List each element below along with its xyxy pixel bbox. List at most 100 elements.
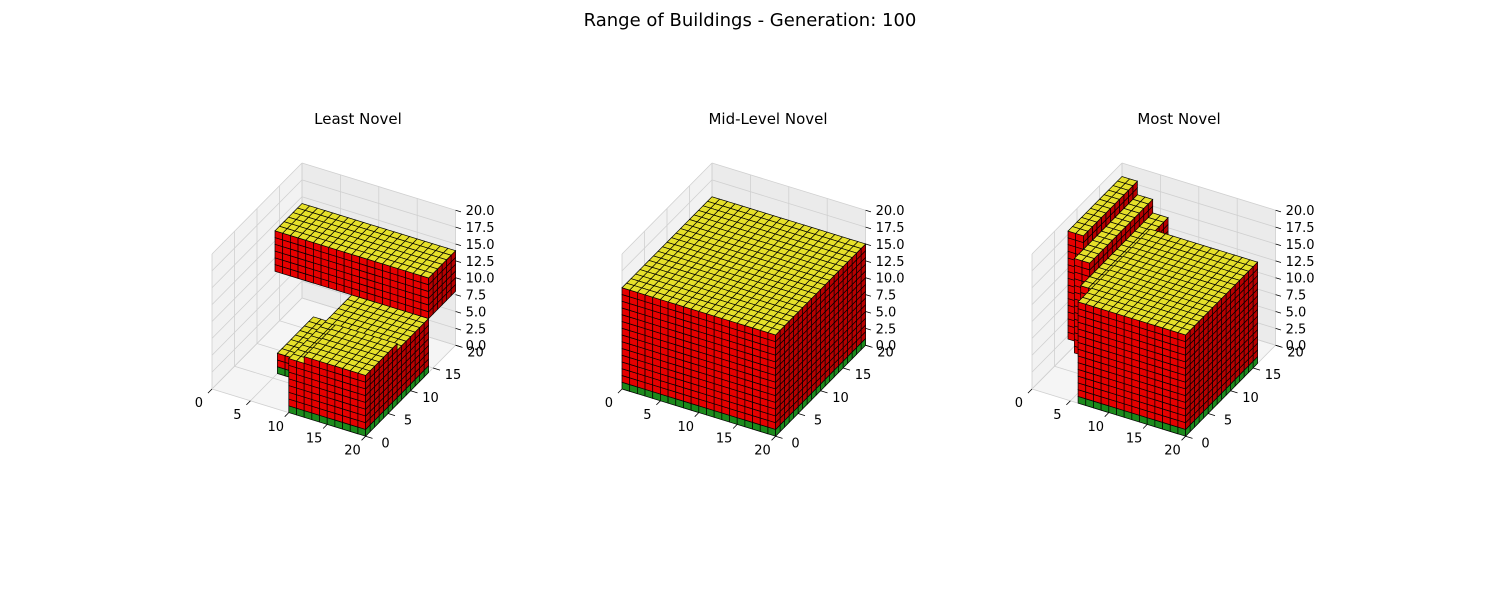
x-tick (1181, 435, 1186, 441)
voxel-face (357, 368, 371, 376)
x-tick (284, 412, 290, 417)
y-tick-label: 5 (814, 414, 822, 429)
x-tick-label: 10 (267, 420, 284, 435)
z-tick (455, 327, 462, 331)
z-tick (1275, 311, 1282, 314)
z-tick (455, 209, 462, 213)
z-tick (455, 311, 462, 314)
x-tick (322, 424, 328, 429)
z-tick (865, 226, 872, 230)
y-tick-label: 10 (422, 391, 439, 406)
z-tick (455, 226, 462, 230)
y-tick (410, 390, 418, 394)
x-tick (361, 435, 366, 441)
z-tick (865, 294, 872, 297)
x-tick-label: 0 (1015, 396, 1023, 411)
grid-line (1121, 162, 1276, 211)
z-tick-label: 17.5 (876, 221, 905, 236)
z-tick-label: 17.5 (1286, 221, 1315, 236)
voxel-face (420, 270, 434, 279)
z-tick (455, 260, 462, 263)
z-tick-label: 2.5 (1286, 322, 1307, 337)
y-tick-label: 15 (1265, 368, 1282, 383)
x-tick (732, 424, 738, 429)
x-tick (617, 388, 623, 394)
z-tick-label: 5.0 (1286, 305, 1307, 320)
x-tick-label: 20 (1164, 443, 1181, 458)
y-tick-label: 10 (1242, 391, 1259, 406)
voxels (1067, 176, 1259, 438)
grid-line (711, 162, 866, 211)
grid-line (211, 263, 303, 356)
y-tick-label: 0 (791, 436, 799, 451)
y-tick (387, 413, 396, 416)
subplot-title: Least Novel (314, 110, 402, 128)
z-tick-label: 15.0 (1286, 238, 1315, 253)
y-tick-label: 20 (877, 345, 894, 360)
x-tick-label: 0 (605, 396, 613, 411)
y-tick-label: 5 (1224, 414, 1232, 429)
grid-line (1121, 179, 1276, 228)
z-tick (455, 243, 462, 246)
grid-line (211, 297, 303, 390)
z-tick-label: 2.5 (876, 322, 897, 337)
x-tick (656, 400, 661, 406)
z-tick (1275, 344, 1282, 348)
z-tick (865, 243, 872, 246)
x-tick-label: 5 (643, 408, 651, 423)
z-tick-label: 7.5 (1286, 289, 1307, 304)
z-tick-label: 15.0 (876, 238, 905, 253)
z-tick-label: 5.0 (876, 305, 897, 320)
grid-line (211, 162, 303, 255)
x-tick-label: 5 (233, 408, 241, 423)
figure-title: Range of Buildings - Generation: 100 (584, 10, 917, 31)
y-tick (775, 435, 783, 439)
x-tick (1066, 400, 1071, 406)
y-tick-label: 15 (445, 368, 462, 383)
voxel-face (767, 327, 781, 336)
z-tick-label: 5.0 (466, 305, 487, 320)
z-tick (455, 277, 462, 280)
z-tick (865, 209, 872, 213)
z-tick (455, 294, 462, 297)
z-tick (865, 327, 872, 331)
x-tick-label: 15 (716, 432, 733, 447)
grid-line (1031, 162, 1123, 255)
grid-line (711, 179, 866, 228)
x-tick-label: 20 (754, 443, 771, 458)
voxel-face (1081, 255, 1095, 264)
x-tick-label: 15 (1126, 432, 1143, 447)
y-tick-label: 0 (381, 436, 389, 451)
z-tick (455, 344, 462, 348)
grid-line (211, 179, 303, 272)
y-tick (365, 435, 373, 439)
z-tick (1275, 260, 1282, 263)
grid-line (211, 280, 303, 373)
z-tick-label: 10.0 (1286, 272, 1315, 287)
voxel-face (1075, 228, 1089, 237)
x-tick-label: 10 (1087, 420, 1104, 435)
y-tick-label: 0 (1201, 436, 1209, 451)
z-tick (1275, 226, 1282, 230)
z-tick (1275, 243, 1282, 246)
x-tick (207, 388, 213, 394)
y-tick (1185, 435, 1193, 439)
x-tick (1104, 412, 1110, 417)
z-tick (865, 311, 872, 314)
y-tick (432, 367, 441, 371)
y-tick (820, 390, 828, 394)
y-tick (842, 367, 851, 371)
y-tick-label: 20 (1287, 345, 1304, 360)
z-tick-label: 0.0 (466, 339, 487, 354)
x-tick (1142, 424, 1148, 429)
y-tick-label: 20 (467, 345, 484, 360)
z-tick (865, 277, 872, 280)
z-tick-label: 7.5 (876, 289, 897, 304)
z-tick-label: 20.0 (1286, 204, 1315, 219)
y-tick (797, 413, 806, 416)
z-tick-label: 0.0 (876, 339, 897, 354)
y-tick-label: 5 (404, 414, 412, 429)
grid-line (301, 162, 456, 211)
